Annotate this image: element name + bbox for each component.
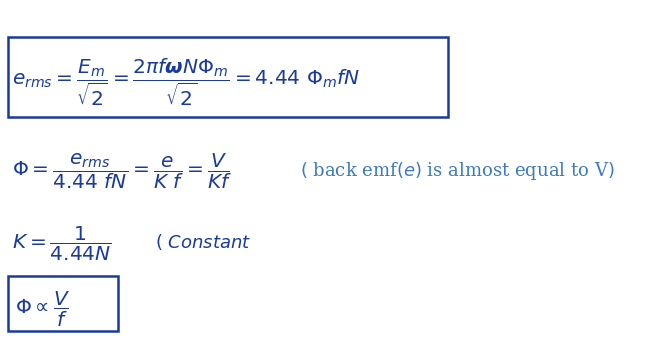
Text: $( $ back emf$(e)$ is almost equal to V$)$: $( $ back emf$(e)$ is almost equal to V$… xyxy=(300,160,615,182)
Text: $\Phi \propto \dfrac{V}{f}$: $\Phi \propto \dfrac{V}{f}$ xyxy=(15,290,70,328)
Text: $e_{rms} = \dfrac{E_m}{\sqrt{2}} = \dfrac{2\pi f\boldsymbol{\omega} N\Phi_m}{\sq: $e_{rms} = \dfrac{E_m}{\sqrt{2}} = \dfra… xyxy=(12,56,360,108)
Text: $K = \dfrac{1}{4.44N}$: $K = \dfrac{1}{4.44N}$ xyxy=(12,225,112,263)
Text: $( \ \mathit{Constant}$: $( \ \mathit{Constant}$ xyxy=(155,232,251,252)
Text: $\Phi = \dfrac{e_{rms}}{4.44\ fN} = \dfrac{e}{K\ f} = \dfrac{V}{Kf}$: $\Phi = \dfrac{e_{rms}}{4.44\ fN} = \dfr… xyxy=(12,151,232,191)
